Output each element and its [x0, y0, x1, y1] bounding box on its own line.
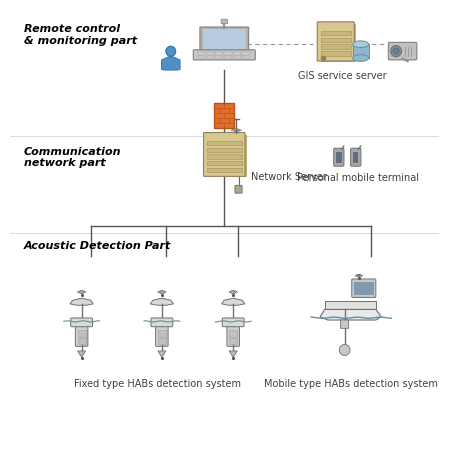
- FancyBboxPatch shape: [78, 331, 86, 337]
- FancyBboxPatch shape: [320, 25, 356, 63]
- FancyBboxPatch shape: [203, 31, 246, 50]
- FancyBboxPatch shape: [353, 153, 358, 164]
- Text: Mobile type HABs detection system: Mobile type HABs detection system: [264, 378, 438, 388]
- FancyBboxPatch shape: [193, 51, 255, 61]
- Polygon shape: [158, 351, 166, 357]
- FancyBboxPatch shape: [207, 142, 241, 146]
- FancyBboxPatch shape: [336, 153, 341, 164]
- FancyBboxPatch shape: [351, 149, 361, 167]
- FancyBboxPatch shape: [207, 56, 214, 59]
- FancyBboxPatch shape: [151, 318, 173, 327]
- FancyBboxPatch shape: [320, 45, 351, 50]
- Polygon shape: [222, 299, 245, 306]
- FancyBboxPatch shape: [233, 53, 241, 56]
- FancyBboxPatch shape: [200, 28, 249, 53]
- FancyBboxPatch shape: [235, 186, 242, 194]
- FancyBboxPatch shape: [334, 149, 344, 167]
- FancyBboxPatch shape: [198, 56, 205, 59]
- FancyBboxPatch shape: [156, 325, 168, 347]
- FancyBboxPatch shape: [221, 20, 227, 25]
- FancyBboxPatch shape: [75, 325, 88, 347]
- FancyBboxPatch shape: [207, 148, 241, 153]
- Polygon shape: [70, 299, 93, 306]
- FancyBboxPatch shape: [158, 331, 166, 337]
- FancyBboxPatch shape: [71, 318, 93, 327]
- Polygon shape: [162, 58, 180, 71]
- Polygon shape: [78, 351, 86, 357]
- FancyBboxPatch shape: [353, 45, 369, 59]
- FancyBboxPatch shape: [233, 56, 241, 59]
- FancyBboxPatch shape: [198, 53, 205, 56]
- Circle shape: [166, 47, 176, 57]
- FancyBboxPatch shape: [207, 162, 241, 166]
- FancyBboxPatch shape: [207, 169, 241, 173]
- Ellipse shape: [353, 56, 369, 62]
- Text: GIS service server: GIS service server: [298, 71, 387, 81]
- FancyBboxPatch shape: [242, 56, 250, 59]
- FancyBboxPatch shape: [224, 53, 232, 56]
- Text: Remote control
& monitoring part: Remote control & monitoring part: [24, 25, 137, 46]
- FancyBboxPatch shape: [320, 52, 351, 56]
- FancyBboxPatch shape: [320, 38, 351, 43]
- FancyBboxPatch shape: [214, 104, 234, 129]
- Text: Network Server: Network Server: [251, 172, 327, 181]
- FancyBboxPatch shape: [203, 133, 245, 177]
- FancyBboxPatch shape: [341, 320, 349, 329]
- FancyBboxPatch shape: [158, 338, 166, 345]
- Text: Communication
network part: Communication network part: [24, 146, 121, 168]
- FancyBboxPatch shape: [352, 279, 376, 298]
- FancyBboxPatch shape: [317, 23, 354, 62]
- Polygon shape: [150, 299, 174, 306]
- FancyBboxPatch shape: [207, 155, 241, 159]
- FancyBboxPatch shape: [78, 338, 86, 345]
- Polygon shape: [320, 310, 381, 320]
- Polygon shape: [229, 351, 237, 357]
- FancyBboxPatch shape: [215, 56, 223, 59]
- Circle shape: [339, 345, 350, 356]
- FancyBboxPatch shape: [207, 53, 214, 56]
- FancyBboxPatch shape: [215, 53, 223, 56]
- Text: Fixed type HABs detection system: Fixed type HABs detection system: [74, 378, 241, 388]
- Circle shape: [393, 49, 399, 55]
- Text: Acoustic Detection Part: Acoustic Detection Part: [24, 241, 171, 250]
- FancyBboxPatch shape: [320, 32, 351, 36]
- FancyBboxPatch shape: [354, 282, 374, 295]
- Circle shape: [391, 46, 402, 57]
- Ellipse shape: [353, 42, 369, 49]
- FancyBboxPatch shape: [242, 53, 250, 56]
- FancyBboxPatch shape: [222, 318, 244, 327]
- FancyBboxPatch shape: [325, 301, 376, 310]
- FancyBboxPatch shape: [388, 43, 417, 61]
- Text: Personal mobile terminal: Personal mobile terminal: [297, 173, 419, 182]
- FancyBboxPatch shape: [229, 338, 237, 345]
- FancyBboxPatch shape: [207, 136, 247, 178]
- FancyBboxPatch shape: [229, 331, 237, 337]
- FancyBboxPatch shape: [227, 325, 240, 347]
- FancyBboxPatch shape: [224, 56, 232, 59]
